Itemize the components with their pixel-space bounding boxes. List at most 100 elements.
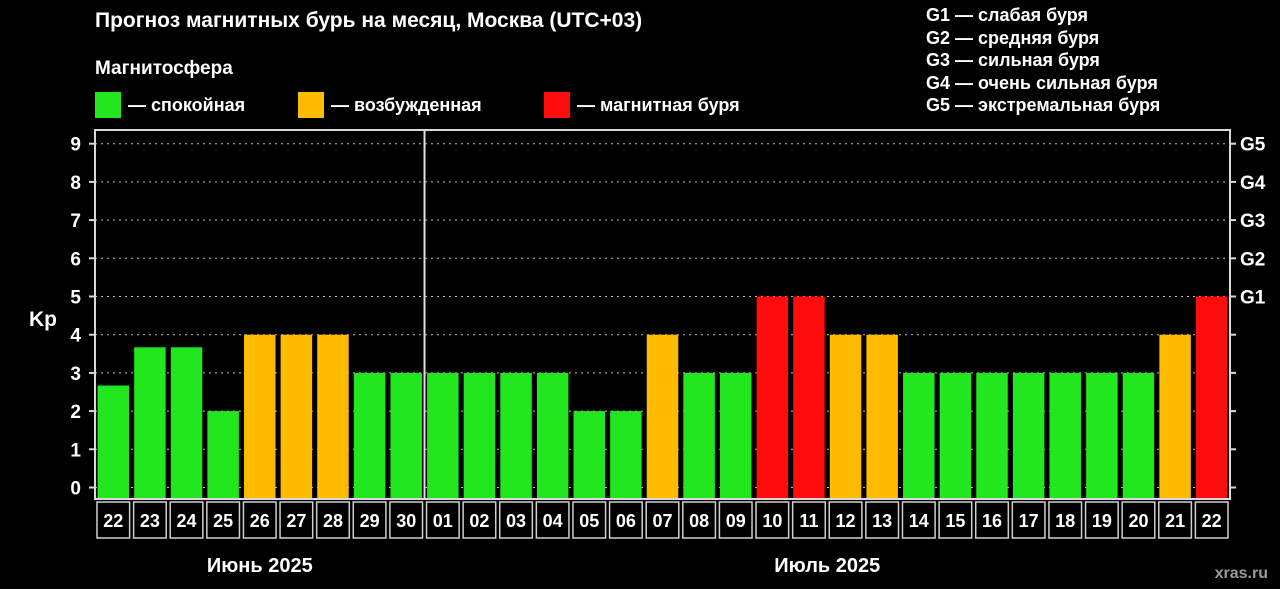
bar-6: [317, 334, 349, 499]
date-box: [169, 501, 204, 539]
date-box: [132, 501, 167, 539]
storm-level-g2: G2 — средняя буря: [926, 27, 1100, 48]
month-label: Июль 2025: [774, 555, 880, 577]
date-box: [828, 501, 863, 539]
bar-19: [793, 296, 825, 499]
chart-title: Прогноз магнитных бурь на месяц, Москва …: [95, 9, 643, 32]
x-tick-label: 07: [652, 511, 672, 531]
x-tick-label: 10: [762, 511, 782, 531]
x-tick-label: 06: [616, 511, 636, 531]
bar-27: [1086, 372, 1118, 499]
bar-24: [976, 372, 1008, 499]
legend-text-excited: — возбужденная: [331, 94, 482, 115]
x-tick-label: 28: [323, 511, 343, 531]
legend-item-excited: — возбужденная: [298, 92, 482, 118]
x-tick-label: 16: [982, 511, 1002, 531]
y-axis-label: Kp: [29, 308, 57, 331]
storm-level-g3: G3 — сильная буря: [926, 50, 1100, 70]
legend-item-calm: — спокойная: [95, 92, 245, 118]
x-tick-label: 04: [543, 511, 563, 531]
bar-28: [1122, 372, 1155, 499]
x-tick-label: 03: [506, 511, 526, 531]
legend-swatch-excited: [298, 92, 324, 118]
date-box: [96, 501, 131, 539]
bar-10: [463, 372, 496, 499]
date-box: [865, 501, 900, 539]
date-box: [1011, 501, 1046, 539]
legend-text-storm: — магнитная буря: [577, 94, 740, 115]
x-tick-label: 21: [1165, 511, 1185, 531]
date-box: [572, 501, 607, 539]
bar-16: [683, 372, 715, 499]
date-box: [901, 501, 936, 539]
y-tick-label: 5: [70, 288, 81, 309]
x-tick-label: 24: [177, 511, 197, 531]
date-box: [682, 501, 717, 539]
date-box: [1158, 501, 1193, 539]
date-box: [462, 501, 497, 539]
x-tick-label: 05: [579, 511, 599, 531]
month-label: Июнь 2025: [207, 555, 313, 577]
date-box: [1121, 501, 1156, 539]
bar-14: [610, 411, 642, 499]
right-tick-label: G4: [1240, 173, 1266, 194]
date-box: [974, 501, 1010, 539]
x-tick-label: 13: [872, 511, 892, 531]
bar-3: [207, 411, 239, 499]
x-tick-label: 09: [726, 511, 746, 531]
date-box: [645, 501, 680, 539]
legend-item-storm: — магнитная буря: [544, 92, 740, 118]
date-box: [1194, 501, 1229, 539]
y-tick-label: 6: [70, 249, 81, 270]
x-tick-label: 02: [469, 511, 489, 531]
y-tick-label: 2: [70, 402, 81, 423]
bar-15: [646, 334, 679, 499]
y-tick-label: 9: [70, 135, 81, 156]
x-tick-label: 30: [396, 511, 416, 531]
date-box: [608, 501, 643, 539]
right-tick-label: G2: [1240, 249, 1265, 270]
bar-9: [427, 372, 459, 499]
x-tick-label: 12: [836, 511, 856, 531]
bar-11: [500, 372, 532, 499]
bar-23: [939, 372, 972, 499]
bar-26: [1049, 372, 1081, 499]
date-box: [791, 501, 827, 539]
legend-swatch-storm: [544, 92, 570, 118]
x-tick-label: 23: [140, 511, 160, 531]
date-box: [206, 501, 241, 539]
bar-30: [1195, 296, 1228, 499]
date-box: [425, 501, 460, 539]
date-box: [315, 501, 351, 539]
x-tick-label: 20: [1128, 511, 1148, 531]
x-tick-label: 01: [433, 511, 453, 531]
legend-swatch-calm: [95, 92, 121, 118]
bar-0: [97, 385, 130, 499]
legend-text-calm: — спокойная: [128, 94, 246, 115]
bar-12: [536, 372, 569, 499]
bar-21: [866, 334, 898, 499]
storm-level-g5: G5 — экстремальная буря: [926, 95, 1161, 115]
bar-18: [756, 296, 789, 499]
bar-5: [280, 334, 313, 499]
right-tick-label: G5: [1240, 135, 1266, 156]
x-tick-label: 25: [213, 511, 233, 531]
right-tick-label: G3: [1240, 211, 1265, 232]
plot-frame: [94, 129, 1231, 500]
date-box: [718, 501, 753, 539]
x-tick-label: 17: [1019, 511, 1039, 531]
x-tick-label: 19: [1092, 511, 1112, 531]
storm-level-legend: G1 — слабая буря G2 — средняя буря G3 — …: [926, 4, 1160, 117]
x-tick-label: 11: [799, 511, 818, 531]
x-tick-label: 15: [945, 511, 965, 531]
x-tick-label: 22: [1202, 511, 1222, 531]
x-tick-label: 26: [250, 511, 270, 531]
date-box: [279, 501, 314, 539]
x-tick-label: 18: [1055, 511, 1075, 531]
bar-13: [573, 411, 606, 499]
date-box: [242, 501, 277, 539]
bar-22: [903, 372, 935, 499]
date-box: [498, 501, 534, 539]
date-box: [389, 501, 424, 539]
